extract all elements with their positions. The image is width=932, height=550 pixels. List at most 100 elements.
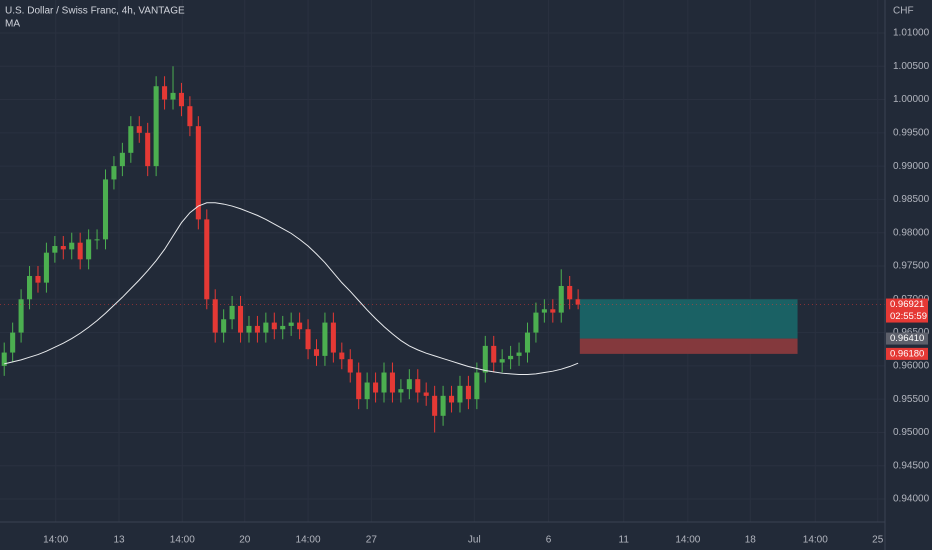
indicator-label: MA (5, 19, 20, 30)
axes: 0.940000.945000.950000.955000.960000.965… (43, 28, 929, 546)
candle-body (297, 322, 303, 330)
candle-body (69, 242, 75, 250)
candle-body (550, 309, 556, 313)
y-tick-label: 0.94000 (893, 494, 930, 505)
candle-body (60, 246, 66, 250)
candle-body (86, 239, 92, 260)
candle-body (567, 285, 573, 300)
last-price-label: 0.96921 (890, 299, 924, 310)
x-tick-label: 11 (619, 535, 630, 546)
candle-body (77, 242, 83, 260)
candle-body (330, 322, 336, 353)
candle-body (423, 392, 429, 396)
candle-body (145, 132, 151, 167)
candle-body (465, 385, 471, 400)
x-tick-label: 14:00 (43, 535, 68, 546)
x-tick-label: 14:00 (296, 535, 321, 546)
candle-body (263, 322, 269, 333)
candle-body (457, 385, 463, 403)
plot (0, 66, 885, 433)
candle-body (440, 395, 446, 416)
candle-body (128, 126, 134, 153)
candle-body (10, 332, 16, 353)
candle-body (313, 349, 320, 356)
candle-body (288, 322, 294, 326)
candle-body (448, 395, 455, 403)
x-tick-label: 18 (745, 535, 757, 546)
entry-price-label-bg (886, 332, 928, 345)
candle-body (482, 345, 488, 373)
y-tick-label: 0.98000 (893, 227, 930, 238)
y-tick-label: 0.94500 (893, 460, 930, 471)
candle-body (322, 322, 328, 356)
axis-unit: CHF (893, 6, 914, 17)
candle-body (381, 372, 387, 393)
candle-body (35, 275, 41, 283)
candle-body (474, 372, 480, 400)
y-tick-label: 0.98500 (893, 194, 930, 205)
candle-body (94, 239, 100, 241)
candle-body (524, 332, 531, 353)
candle-body (204, 219, 210, 300)
candle-body (432, 395, 438, 416)
last-price-bg (886, 298, 928, 323)
candle-body (52, 246, 58, 253)
candle-body (170, 92, 176, 100)
y-tick-label: 0.99500 (893, 127, 930, 138)
candle-body (339, 352, 345, 360)
candle-body (212, 299, 218, 333)
entry-price-label: 0.96410 (890, 333, 924, 344)
candle-body (398, 389, 404, 393)
y-tick-label: 0.95000 (893, 427, 930, 438)
candle-body (153, 86, 159, 167)
stop-price-label: 0.96180 (890, 348, 924, 359)
candle-body (238, 305, 244, 333)
y-tick-label: 0.97500 (893, 261, 930, 272)
candle-body (516, 352, 522, 356)
x-tick-label: 20 (239, 535, 251, 546)
candle-body (43, 252, 49, 283)
y-tick-label: 0.96000 (893, 361, 930, 372)
candle-body (119, 152, 125, 167)
candle-body (356, 372, 362, 400)
candle-body (364, 382, 370, 400)
candle-body (508, 355, 514, 360)
candle-body (27, 275, 33, 300)
candle-body (558, 285, 564, 313)
candle-body (246, 325, 252, 333)
candle-body (271, 322, 277, 330)
y-tick-label: 1.00000 (893, 94, 930, 105)
candle-body (541, 309, 547, 313)
x-tick-label: 13 (113, 535, 125, 546)
x-tick-label: 6 (546, 535, 552, 546)
candle-body (533, 312, 539, 333)
y-tick-label: 0.99000 (893, 161, 930, 172)
x-tick-label: 14:00 (803, 535, 828, 546)
candle-body (389, 372, 395, 393)
candle-body (18, 299, 24, 333)
x-tick-label: Jul (468, 535, 481, 546)
profit-zone (579, 299, 798, 339)
candle-body (1, 352, 7, 366)
candle-body (491, 345, 497, 363)
candle-body (373, 382, 379, 393)
y-tick-label: 0.95500 (893, 394, 930, 405)
candle-body (221, 319, 227, 333)
candle-body (254, 325, 260, 333)
candle-body (499, 359, 505, 363)
candle-body (111, 166, 117, 180)
loss-zone (579, 338, 798, 354)
x-tick-label: 14:00 (675, 535, 700, 546)
candle-body (305, 329, 311, 350)
candle-body (229, 305, 235, 320)
y-tick-label: 1.00500 (893, 61, 930, 72)
candle-body (347, 359, 353, 373)
stop-price-label-bg (886, 347, 928, 360)
y-tick-label: 1.01000 (893, 28, 930, 39)
x-tick-label: 14:00 (170, 535, 195, 546)
x-tick-label: 27 (366, 535, 378, 546)
candle-body (406, 379, 412, 390)
x-tick-label: 25 (872, 535, 884, 546)
